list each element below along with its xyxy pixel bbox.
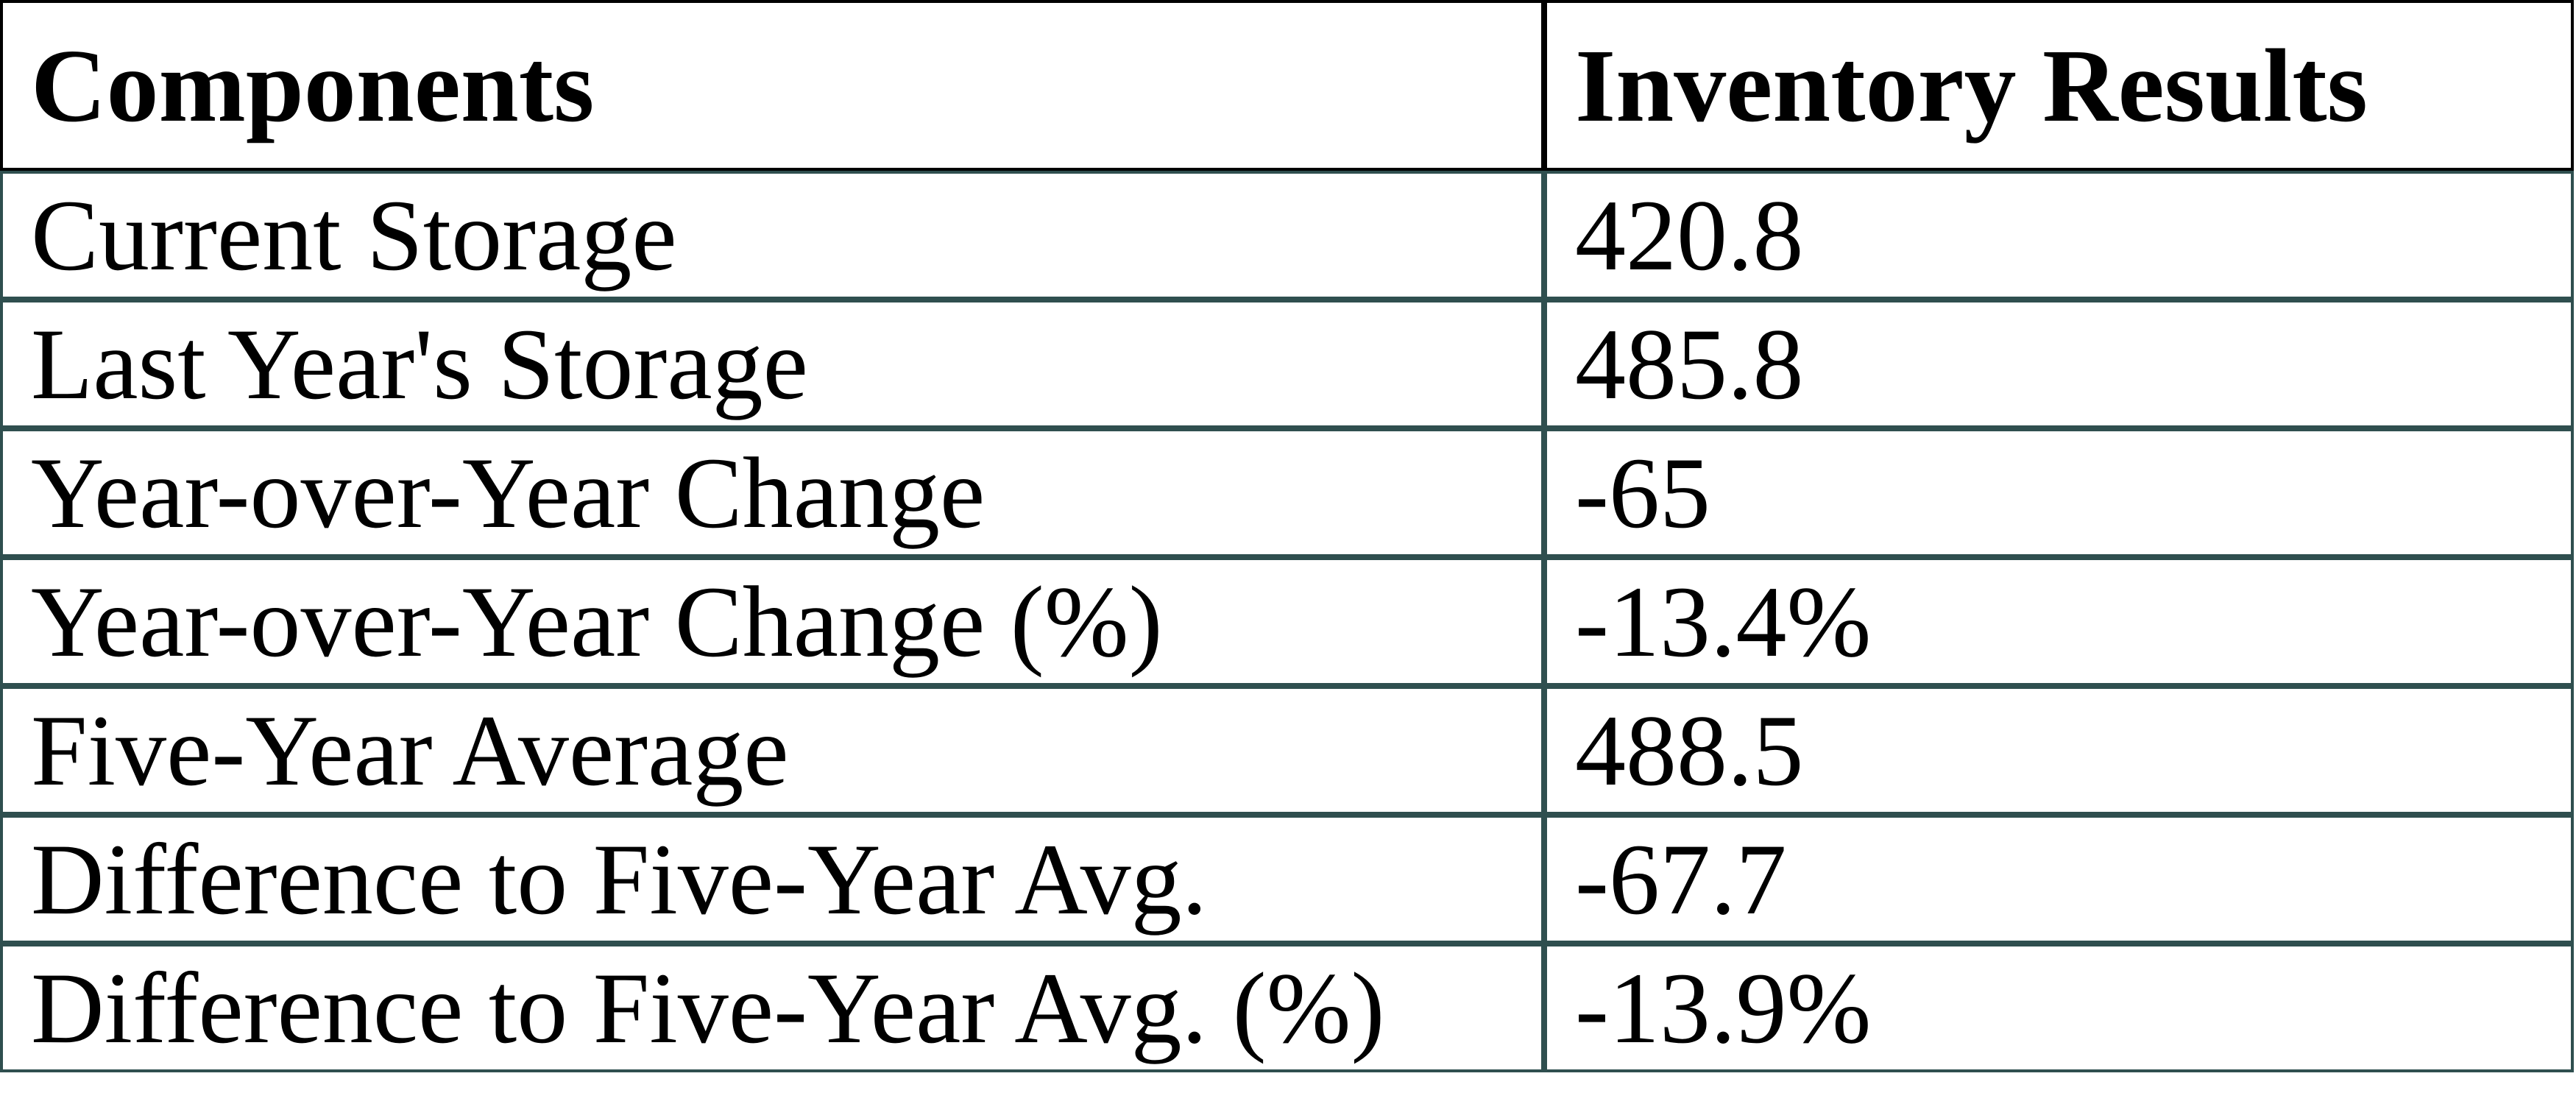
table-row: Difference to Five-Year Avg. (%) -13.9% [0, 944, 2574, 1072]
table-header-results: Inventory Results [1544, 0, 2574, 171]
table-header-components: Components [0, 0, 1544, 171]
table-header-row: Components Inventory Results [0, 0, 2574, 171]
component-cell: Current Storage [0, 171, 1544, 300]
component-cell: Difference to Five-Year Avg. [0, 815, 1544, 944]
component-cell: Year-over-Year Change (%) [0, 557, 1544, 686]
table-row: Five-Year Average 488.5 [0, 686, 2574, 815]
component-cell: Year-over-Year Change [0, 428, 1544, 557]
result-cell: 420.8 [1544, 171, 2574, 300]
table-row: Difference to Five-Year Avg. -67.7 [0, 815, 2574, 944]
result-cell: -13.4% [1544, 557, 2574, 686]
table-row: Last Year's Storage 485.8 [0, 300, 2574, 428]
table-row: Year-over-Year Change -65 [0, 428, 2574, 557]
result-cell: -65 [1544, 428, 2574, 557]
result-cell: 485.8 [1544, 300, 2574, 428]
component-cell: Difference to Five-Year Avg. (%) [0, 944, 1544, 1072]
result-cell: -67.7 [1544, 815, 2574, 944]
table-row: Current Storage 420.8 [0, 171, 2574, 300]
result-cell: -13.9% [1544, 944, 2574, 1072]
table-row: Year-over-Year Change (%) -13.4% [0, 557, 2574, 686]
table-body: Current Storage 420.8 Last Year's Storage 4… [0, 171, 2574, 1072]
component-cell: Five-Year Average [0, 686, 1544, 815]
result-cell: 488.5 [1544, 686, 2574, 815]
component-cell: Last Year's Storage [0, 300, 1544, 428]
inventory-table: Components Inventory Results Current Sto… [0, 0, 2574, 1072]
